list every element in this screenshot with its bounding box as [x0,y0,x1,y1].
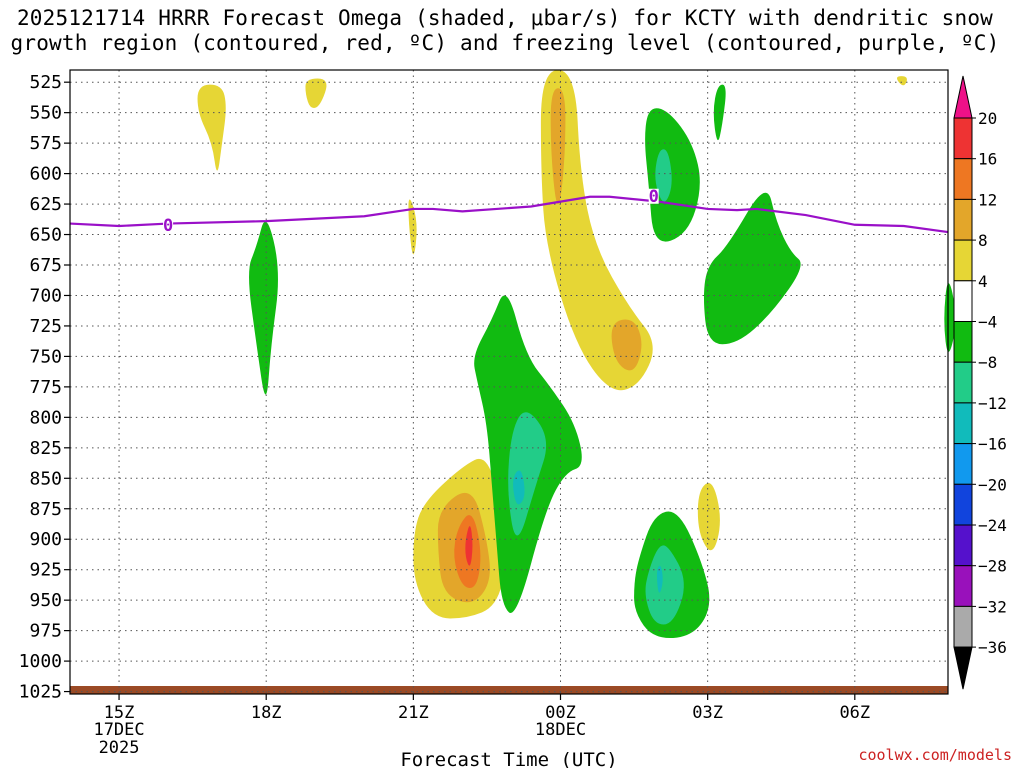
colorbar-label: −36 [978,638,1007,657]
freezing-level-line [69,195,949,234]
grid-lines [70,70,948,694]
colorbar-label: 8 [978,231,988,250]
freezing-level-label: 0 [649,187,659,207]
x-tick-label: 00Z [545,703,576,723]
chart-title-line1: 2025121714 HRRR Forecast Omega (shaded, … [16,6,994,30]
y-tick-label: 650 [29,225,62,246]
omega-region-16 [249,221,278,395]
colorbar-cell-7 [953,361,973,404]
omega-region-12 [645,108,700,242]
credit-text: coolwx.com/models [858,746,1012,764]
colorbar-cell-11 [953,524,973,567]
omega-region-10 [697,483,720,551]
omega-region-20 [513,470,525,505]
omega-region-19 [508,412,547,536]
freezing-level-label: 0 [163,216,173,236]
colorbar-cell-10 [953,483,973,526]
colorbar-cell-9 [953,443,973,485]
colorbar-label: −16 [978,435,1007,454]
y-tick-label: 850 [29,468,62,489]
x-tick-date: 18DEC [535,720,586,740]
y-tick-label: 875 [29,499,62,520]
y-tick-label: 700 [29,285,62,306]
y-tick-label: 600 [29,164,62,185]
colorbar-cell-top [953,75,973,119]
omega-shaded-regions [197,70,956,639]
y-tick-label: 725 [29,316,62,337]
colorbar-label: −4 [978,313,997,332]
x-tick-date: 17DEC [93,720,144,740]
colorbar-cell-1 [953,117,973,160]
plot-frame [69,69,949,695]
x-tick-label: 21Z [398,703,429,723]
colorbar-label: −8 [978,353,997,372]
colorbar-label: 4 [978,272,988,291]
colorbar-cell-12 [953,565,973,607]
omega-region-17 [944,283,956,352]
colorbar-cell-4 [953,239,973,282]
y-tick-label: 625 [29,194,62,215]
x-tick-label: 15Z [104,703,135,723]
chart-title-line2: growth region (contoured, red, ºC) and f… [10,31,1000,55]
colorbar-cell-bottom [953,646,973,690]
colorbar-label: 20 [978,109,997,128]
omega-region-1 [305,78,327,108]
colorbar-label: −24 [978,516,1007,535]
colorbar-label: −32 [978,597,1007,616]
omega-region-3 [540,70,653,391]
colorbar-label: 12 [978,190,997,209]
colorbar-cell-2 [953,158,973,200]
freezing-label-bg-0 [163,218,174,233]
y-tick-label: 975 [29,621,62,642]
omega-region-4 [550,88,566,205]
omega-region-13 [655,149,672,202]
y-tick-label: 825 [29,438,62,459]
colorbar-cell-8 [953,402,973,445]
omega-region-15 [703,192,801,345]
y-tick-label: 525 [29,72,62,93]
y-tick-label: 800 [29,407,62,428]
y-tick-label: 900 [29,529,62,550]
y-tick-label: 950 [29,590,62,611]
colorbar-label: −12 [978,394,1007,413]
colorbar-cell-3 [953,198,973,241]
x-tick-year: 2025 [99,738,140,758]
colorbar-cell-6 [953,321,973,363]
omega-region-5 [611,319,642,371]
colorbar-cell-13 [953,605,973,648]
colorbar: 20 16 12 8 4 −4 −8 −12 −16 −20 −24 −28 −32 −36 [953,75,1007,690]
y-axis: 525 550 575 600 625 650 675 700 725 750 775 800 825 8… [19,72,70,703]
omega-region-11 [896,76,907,86]
y-tick-label: 675 [29,255,62,276]
omega-region-23 [656,565,663,593]
x-axis-title: Forecast Time (UTC) [400,749,617,768]
y-tick-label: 550 [29,103,62,124]
chart-title: 2025121714 HRRR Forecast Omega (shaded, … [0,6,1010,56]
omega-region-0 [197,84,226,171]
colorbar-label: −20 [978,475,1007,494]
y-tick-label: 775 [29,377,62,398]
omega-region-9 [465,526,473,566]
freezing-label-bg-1 [648,188,659,204]
x-tick-label: 03Z [692,703,723,723]
omega-region-22 [645,545,684,625]
y-tick-label: 1000 [19,651,62,672]
x-tick-label: 06Z [839,703,870,723]
y-tick-label: 1025 [19,682,62,703]
y-tick-label: 575 [29,133,62,154]
freezing-level-contour: 00 [69,187,949,236]
omega-region-2 [408,199,417,255]
colorbar-cell-5 [953,280,973,322]
y-tick-label: 750 [29,346,62,367]
x-tick-label: 18Z [251,703,282,723]
colorbar-label: 16 [978,150,997,169]
terrain-surface [70,686,948,694]
colorbar-label: −28 [978,557,1007,576]
y-tick-label: 925 [29,560,62,581]
